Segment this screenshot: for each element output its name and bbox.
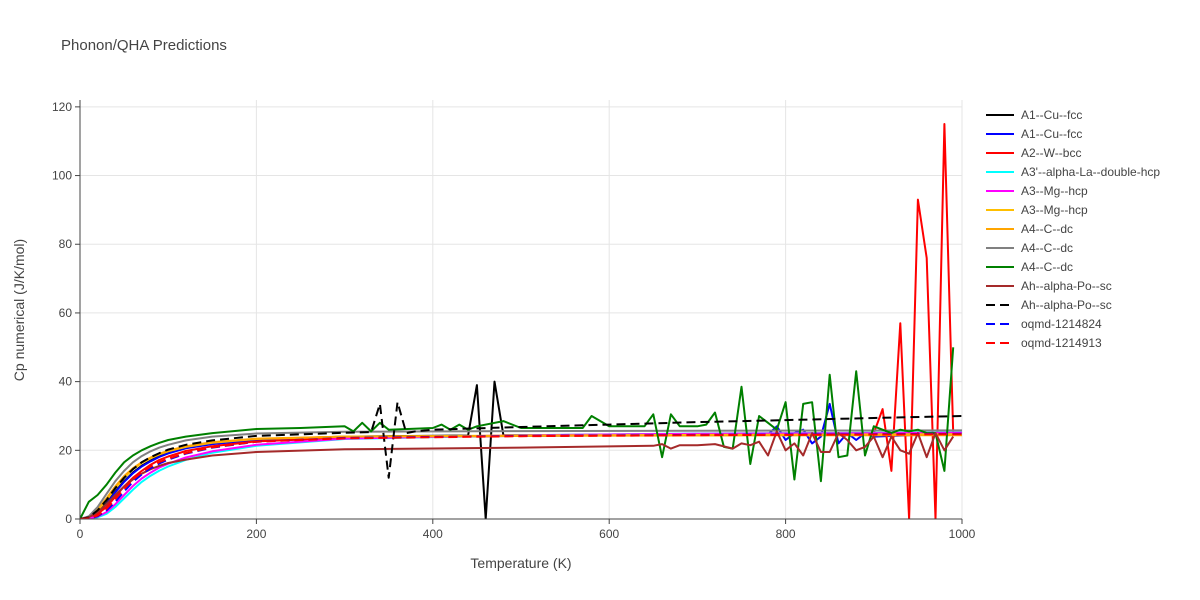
legend-label: A4--C--dc [1021, 222, 1073, 236]
legend-item-11[interactable]: Ah--alpha-Po--sc [986, 298, 1112, 312]
legend-label: oqmd-1214913 [1021, 336, 1102, 350]
y-tick-label: 80 [59, 237, 73, 251]
legend-item-5[interactable]: A3--Mg--hcp [986, 184, 1088, 198]
legend-label: A3--Mg--hcp [1021, 184, 1088, 198]
legend-label: Ah--alpha-Po--sc [1021, 279, 1112, 293]
x-tick-label: 200 [246, 527, 266, 541]
legend-label: A4--C--dc [1021, 241, 1073, 255]
legend-item-6[interactable]: A3--Mg--hcp [986, 203, 1088, 217]
chart-title: Phonon/QHA Predictions [61, 37, 227, 54]
y-tick-label: 20 [59, 443, 73, 457]
legend-label: A3--Mg--hcp [1021, 203, 1088, 217]
y-axis-label: Cp numerical (J/K/mol) [11, 239, 27, 381]
series-line-11 [80, 401, 962, 519]
x-tick-label: 1000 [949, 527, 976, 541]
legend-label: A2--W--bcc [1021, 146, 1081, 160]
series-line-8 [80, 429, 962, 519]
y-tick-label: 120 [52, 100, 72, 114]
legend-item-9[interactable]: A4--C--dc [986, 260, 1073, 274]
plot-area [80, 123, 962, 519]
legend-item-7[interactable]: A4--C--dc [986, 222, 1073, 236]
x-tick-label: 0 [77, 527, 84, 541]
legend-label: A4--C--dc [1021, 260, 1073, 274]
y-tick-label: 60 [59, 306, 73, 320]
legend-item-3[interactable]: A2--W--bcc [986, 146, 1081, 160]
series-line-5 [80, 431, 962, 519]
legend-item-2[interactable]: A1--Cu--fcc [986, 127, 1082, 141]
legend-item-12[interactable]: oqmd-1214824 [986, 317, 1102, 331]
legend[interactable]: A1--Cu--fcc A1--Cu--fcc A2--W--bcc A3'--alp… [986, 108, 1160, 350]
legend-item-4[interactable]: A3'--alpha-La--double-hcp [986, 165, 1160, 179]
x-tick-label: 600 [599, 527, 619, 541]
y-tick-label: 40 [59, 375, 73, 389]
legend-label: oqmd-1214824 [1021, 317, 1102, 331]
legend-item-10[interactable]: Ah--alpha-Po--sc [986, 279, 1112, 293]
legend-item-13[interactable]: oqmd-1214913 [986, 336, 1102, 350]
y-tick-label: 0 [65, 512, 72, 526]
legend-label: A1--Cu--fcc [1021, 108, 1082, 122]
x-tick-label: 800 [776, 527, 796, 541]
y-tick-label: 100 [52, 169, 72, 183]
legend-item-8[interactable]: A4--C--dc [986, 241, 1073, 255]
x-axis-label: Temperature (K) [470, 555, 571, 571]
legend-item-1[interactable]: A1--Cu--fcc [986, 108, 1082, 122]
legend-label: A3'--alpha-La--double-hcp [1021, 165, 1160, 179]
legend-label: A1--Cu--fcc [1021, 127, 1082, 141]
legend-label: Ah--alpha-Po--sc [1021, 298, 1112, 312]
x-tick-label: 400 [423, 527, 443, 541]
axes: 0 200 400 600 800 1000 0 20 40 60 80 100 120 [52, 100, 976, 541]
series-line-9 [80, 347, 955, 519]
